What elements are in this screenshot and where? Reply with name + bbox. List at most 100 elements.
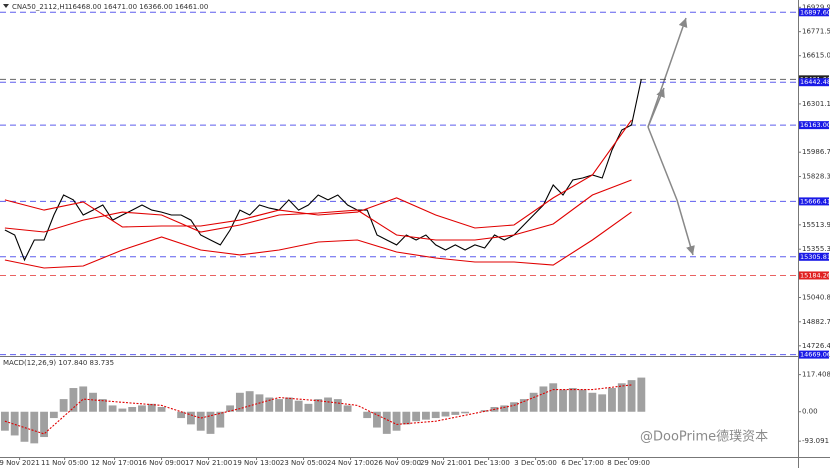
histogram-bar — [284, 397, 293, 412]
series-line — [4, 79, 642, 262]
histogram-bar — [431, 411, 440, 419]
histogram-bar — [79, 386, 88, 412]
histogram-bar — [568, 388, 577, 412]
level-label: 15305.81 — [800, 253, 830, 261]
histogram-bar — [40, 411, 48, 438]
histogram-bar — [226, 405, 235, 412]
histogram-bar — [49, 411, 58, 419]
histogram-bar — [402, 411, 411, 425]
histogram-bar — [138, 405, 146, 412]
histogram-bar — [627, 380, 636, 412]
y-tick-label: 15513.90 — [802, 221, 830, 229]
histogram-bar — [422, 411, 430, 420]
series-line — [4, 119, 632, 229]
level-label: 15666.41 — [800, 197, 830, 205]
histogram-bar — [118, 408, 127, 412]
x-tick-label: 8 Dec 09:00 — [607, 459, 650, 467]
x-tick-label: 6 Dec 17:00 — [561, 459, 604, 467]
histogram-bar — [10, 411, 19, 436]
y-tick-label: 14726.40 — [802, 342, 830, 350]
histogram-bar — [549, 383, 558, 412]
histogram-bar — [588, 392, 597, 412]
level-label: 16897.60 — [800, 8, 830, 16]
x-tick-label: 26 Nov 09:00 — [374, 459, 421, 467]
level-box — [799, 350, 829, 359]
histogram-bar — [314, 399, 323, 412]
histogram-bar — [608, 388, 616, 412]
series-line — [4, 384, 632, 435]
level-box — [799, 252, 829, 261]
x-tick-label: 23 Nov 05:00 — [280, 459, 327, 467]
histogram-bar — [412, 411, 421, 422]
indicator-title: MACD(12,26,9) 107.840 83.735 — [3, 359, 114, 367]
histogram-bar — [461, 411, 470, 414]
x-tick-label: 17 Nov 21:00 — [185, 459, 232, 467]
histogram-bar — [216, 411, 225, 428]
histogram-bar — [324, 397, 332, 412]
x-tick-label: 29 Nov 21:00 — [420, 459, 467, 467]
y-tick-label: 0.00 — [802, 408, 818, 416]
histogram-bar — [245, 391, 254, 412]
histogram-bar — [157, 407, 166, 412]
histogram-bar — [451, 411, 460, 415]
histogram-bar — [265, 397, 274, 412]
histogram-bar — [89, 392, 97, 412]
collapse-icon[interactable] — [3, 4, 9, 8]
histogram-bar — [617, 383, 626, 412]
level-label: 16163.00 — [800, 121, 830, 129]
y-tick-label: 15040.80 — [802, 294, 830, 302]
histogram-bar — [539, 386, 548, 412]
series-line — [4, 211, 632, 269]
level-label: 14669.06 — [800, 351, 830, 359]
histogram-bar — [206, 411, 215, 434]
histogram-bar — [235, 392, 244, 412]
histogram-bar — [529, 392, 538, 412]
x-tick-label: 24 Nov 17:00 — [327, 459, 374, 467]
level-label: 15184.26 — [800, 271, 830, 279]
histogram-bar — [500, 405, 509, 412]
y-tick-label: 16771.50 — [802, 28, 830, 36]
y-tick-label: 15828.30 — [802, 173, 830, 181]
histogram-bar — [392, 411, 401, 431]
histogram-bar — [519, 399, 528, 412]
histogram-bar — [196, 411, 205, 431]
histogram-bar — [147, 403, 156, 412]
histogram-bar — [187, 411, 195, 425]
panel: 16929.90 16771.50 16615.00 16301.10 15986.70… — [0, 3, 830, 467]
ohlc-values: 16468.00 16471.00 16366.00 16461.00 — [68, 3, 208, 11]
histogram-bar — [578, 389, 587, 412]
arrow — [647, 126, 678, 201]
x-tick-label: 3 Dec 05:00 — [514, 459, 557, 467]
watermark: @DooPrime德璞资本 — [640, 430, 768, 445]
level-label: 16442.48 — [800, 78, 830, 86]
histogram-bar — [108, 405, 117, 412]
x-tick-label: 1 Dec 13:00 — [467, 459, 510, 467]
histogram-bar — [98, 399, 107, 412]
arrow — [647, 87, 665, 128]
histogram-bar — [598, 394, 607, 412]
histogram-bar — [343, 405, 352, 412]
y-tick-label: -93.091 — [802, 437, 829, 445]
x-tick-label: 16 Nov 09:00 — [138, 459, 185, 467]
x-tick-label: 9 Nov 2021 — [0, 459, 40, 467]
level-box — [799, 121, 829, 130]
x-tick-label: 12 Nov 17:00 — [91, 459, 138, 467]
histogram-bar — [128, 407, 137, 412]
histogram-bar — [59, 399, 68, 412]
histogram-bar — [373, 411, 381, 428]
y-tick-label: 16301.10 — [802, 100, 830, 108]
histogram-bar — [363, 411, 372, 419]
y-tick-label: 16615.00 — [802, 52, 830, 60]
histogram-bar — [177, 411, 186, 419]
histogram-bar — [294, 400, 303, 412]
histogram-bar — [69, 388, 78, 412]
histogram-bar — [637, 377, 646, 412]
histogram-bar — [559, 389, 567, 412]
histogram-bar — [382, 411, 391, 434]
y-tick-label: 15355.30 — [802, 245, 830, 253]
y-tick-label: 15986.70 — [802, 148, 830, 156]
y-tick-label: 14882.70 — [802, 318, 830, 326]
histogram-bar — [20, 411, 29, 442]
histogram-bar — [441, 411, 450, 417]
